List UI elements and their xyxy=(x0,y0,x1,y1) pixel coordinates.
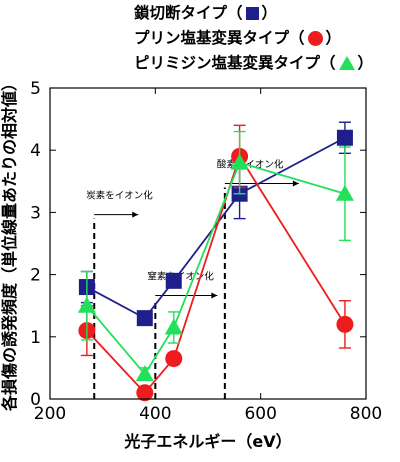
arrowhead-icon xyxy=(292,180,299,187)
data-point-triangle xyxy=(335,184,354,201)
legend-triangle-marker xyxy=(338,56,355,70)
legend-close-paren: ） xyxy=(357,54,374,72)
y-tick-label: 5 xyxy=(30,79,41,99)
legend-open-paren: （ xyxy=(227,4,243,22)
x-tick-label: 800 xyxy=(350,404,382,424)
x-tick-label: 200 xyxy=(34,404,66,424)
arrowhead-icon xyxy=(132,211,139,218)
legend-square-marker xyxy=(245,6,259,20)
arrowhead-icon xyxy=(211,292,218,299)
legend-label: ピリミジン塩基変異タイプ xyxy=(134,54,321,72)
data-point-circle xyxy=(136,384,154,402)
legend-label: プリン塩基変異タイプ xyxy=(134,29,290,47)
x-tick-label: 600 xyxy=(244,404,276,424)
legend-circle-marker xyxy=(307,30,323,46)
y-tick-label: 3 xyxy=(30,203,41,223)
legend-item-purine: プリン塩基変異タイプ （ ） xyxy=(134,28,341,48)
x-axis-label: 光子エネルギー（eV） xyxy=(123,432,291,451)
data-point-circle xyxy=(165,350,183,368)
x-tick-label: 400 xyxy=(139,404,171,424)
legend-item-pyrimidine: ピリミジン塩基変異タイプ （ ） xyxy=(134,53,373,73)
data-point-triangle xyxy=(164,318,183,335)
edge-label: 炭素をイオン化 xyxy=(86,190,153,202)
y-axis-label: 各損傷の誘発頻度（単位線量あたりの相対値） xyxy=(0,75,19,412)
data-point-square xyxy=(136,310,153,327)
legend-close-paren: ） xyxy=(261,4,278,22)
y-tick-label: 0 xyxy=(30,390,41,410)
data-point-triangle xyxy=(135,365,154,382)
series-layer xyxy=(77,121,354,402)
plot-frame xyxy=(49,87,367,400)
data-point-triangle xyxy=(230,153,249,170)
legend-item-strand-break: 鎖切断タイプ （ ） xyxy=(134,3,277,23)
y-tick-label: 4 xyxy=(30,141,41,161)
axis-ticks: 200 400 600 800 0 1 2 3 4 5 xyxy=(30,79,382,424)
legend-open-paren: （ xyxy=(289,29,305,47)
data-point-square xyxy=(336,129,353,146)
data-point-triangle xyxy=(77,296,96,313)
legend: 鎖切断タイプ （ ） プリン塩基変異タイプ （ ） ピリミジン塩基変異タイプ （… xyxy=(0,0,400,80)
y-tick-label: 2 xyxy=(30,266,41,286)
legend-close-paren: ） xyxy=(325,29,342,47)
legend-open-paren: （ xyxy=(320,54,336,72)
edge-label: 酸素をイオン化 xyxy=(217,159,284,171)
data-point-circle xyxy=(336,315,354,333)
data-point-square xyxy=(165,272,182,289)
legend-label: 鎖切断タイプ xyxy=(134,4,228,22)
y-tick-label: 1 xyxy=(30,328,41,348)
